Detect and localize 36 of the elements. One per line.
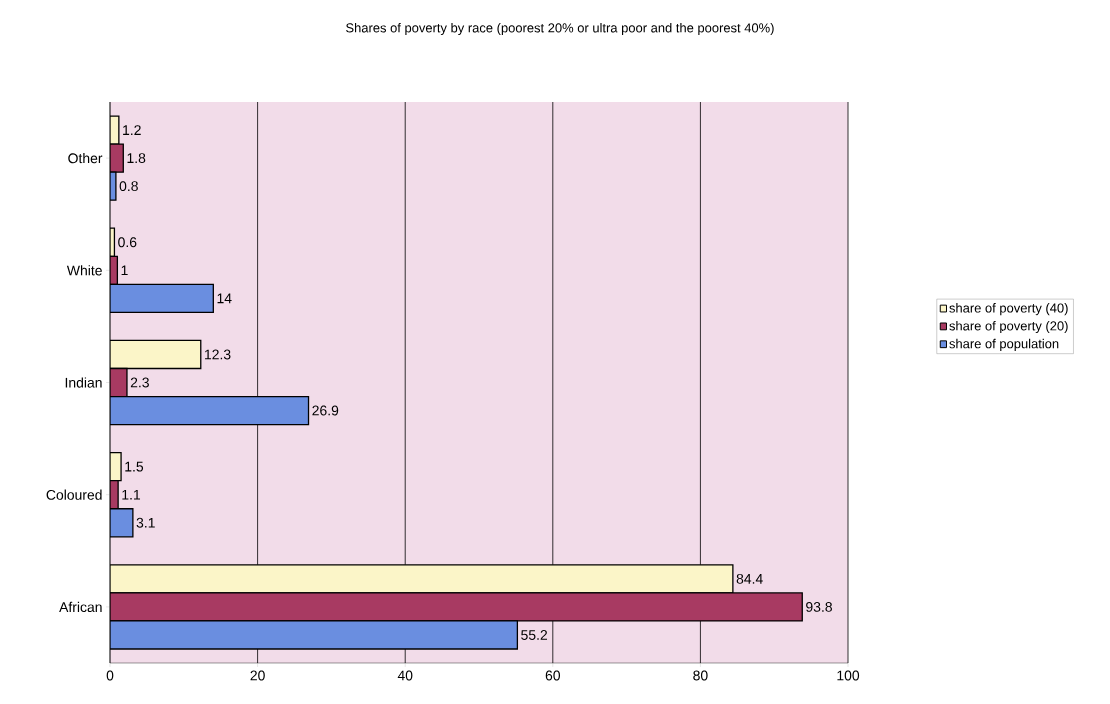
data-label: 93.8 <box>806 601 832 612</box>
data-label: 14 <box>217 293 232 304</box>
chart-title: Shares of poverty by race (poorest 20% or ultra poor and the poorest 40%) <box>346 22 774 36</box>
bar <box>110 339 202 370</box>
data-label: 55.2 <box>521 630 548 640</box>
bar <box>110 620 519 650</box>
bar <box>110 564 734 594</box>
y-tick-label: African <box>59 601 102 613</box>
bar <box>110 395 310 426</box>
data-label: 1.8 <box>127 153 146 164</box>
data-label: 84.4 <box>736 573 763 584</box>
bar <box>110 592 803 622</box>
x-tick-label: 60 <box>545 670 561 681</box>
y-tick-label: White <box>66 265 102 276</box>
legend-label: share of poverty (40) <box>949 303 1068 316</box>
y-tick-label: Other <box>68 152 103 164</box>
legend-label: share of poverty (20) <box>949 320 1068 334</box>
x-tick-label: 40 <box>397 670 413 681</box>
data-label: 12.3 <box>205 349 231 360</box>
data-label: 26.9 <box>312 405 339 416</box>
bar <box>110 283 214 314</box>
x-tick-label: 20 <box>250 670 265 681</box>
data-label: 1.1 <box>122 489 141 500</box>
data-label: 2.3 <box>130 377 149 388</box>
data-label: 0.8 <box>119 181 138 192</box>
data-label: 0.6 <box>118 237 137 248</box>
y-tick-label: Coloured <box>46 489 102 500</box>
x-tick-label: 0 <box>106 670 114 681</box>
data-label: 1.5 <box>125 461 144 472</box>
data-label: 1 <box>121 265 128 276</box>
x-tick-label: 100 <box>837 670 860 681</box>
data-label: 1.2 <box>123 125 141 135</box>
x-tick-label: 80 <box>693 670 708 681</box>
data-label: 3.1 <box>136 517 155 528</box>
legend-label: share of population <box>949 338 1059 351</box>
y-tick-label: Indian <box>65 377 102 388</box>
